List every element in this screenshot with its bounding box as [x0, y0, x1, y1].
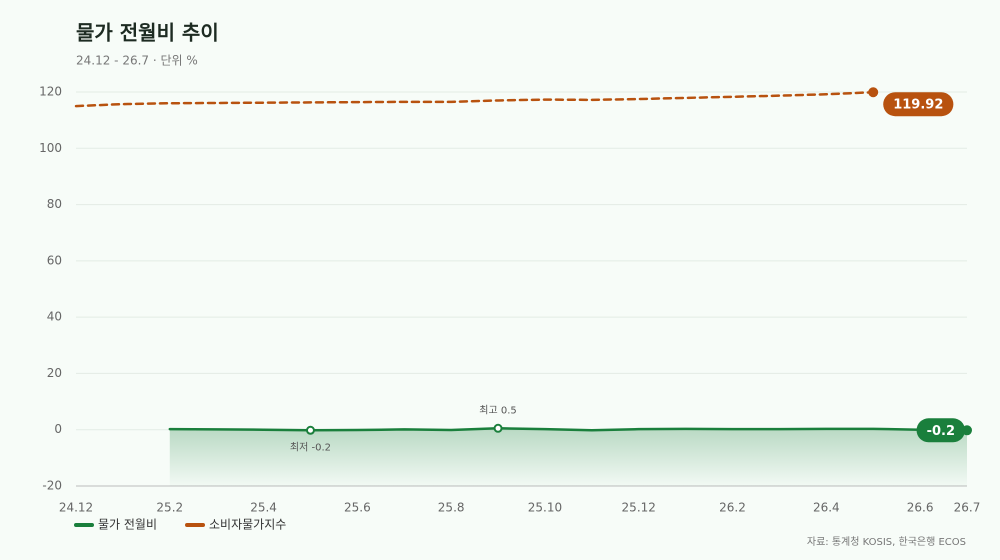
x-tick-label: 26.6	[907, 501, 934, 515]
end-point	[868, 87, 879, 98]
x-tick-label: 24.12	[59, 501, 93, 515]
x-tick-label: 26.4	[813, 501, 840, 515]
end-label-box	[916, 418, 965, 443]
y-tick-label: 120	[39, 85, 62, 99]
chart-title: 물가 전월비 추이	[76, 21, 219, 45]
x-tick-label: 25.2	[156, 501, 183, 515]
y-tick-label: 80	[47, 197, 62, 211]
x-tick-label: 25.4	[250, 501, 277, 515]
chart-subtitle: 24.12 - 26.7 · 단위 %	[76, 54, 198, 68]
y-tick-label: 60	[47, 253, 62, 267]
annotation-point	[305, 425, 315, 435]
annotation-point	[493, 423, 503, 433]
legend-label: 물가 전월비	[98, 518, 157, 532]
legend-label: 소비자물가지수	[209, 518, 286, 532]
y-tick-label: -20	[42, 479, 62, 493]
end-label: -0.2	[927, 424, 955, 439]
y-tick-label: 20	[47, 366, 62, 380]
area	[169, 428, 967, 486]
x-tick-label: 26.2	[719, 501, 746, 515]
x-tick-label: 25.6	[344, 501, 371, 515]
annotation: 최저 -0.2	[290, 441, 331, 453]
source: 자료: 통계청 KOSIS, 한국은행 ECOS	[807, 536, 966, 548]
line	[74, 90, 875, 108]
x-tick-label: 25.12	[622, 501, 656, 515]
annotation: 최고 0.5	[479, 404, 516, 416]
end-label: 119.92	[893, 98, 943, 113]
y-tick-label: 40	[47, 310, 62, 324]
x-tick-label: 25.10	[528, 501, 562, 515]
x-tick-label: 26.7	[954, 501, 981, 515]
x-tick-label: 25.8	[438, 501, 465, 515]
end-label-box	[883, 92, 954, 117]
y-tick-label: 100	[39, 141, 62, 155]
line	[168, 427, 969, 432]
y-tick-label: 0	[54, 422, 62, 436]
